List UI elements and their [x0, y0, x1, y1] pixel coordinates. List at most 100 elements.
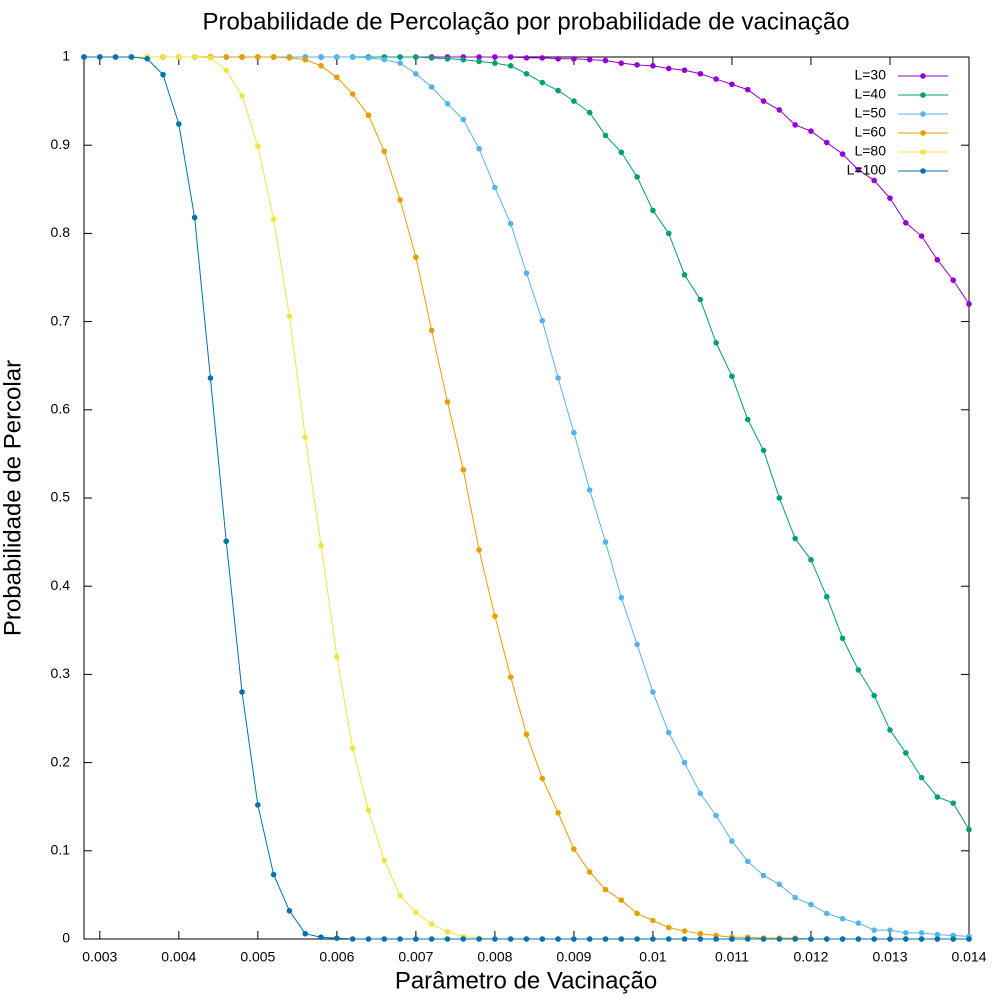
data-point [602, 57, 609, 64]
data-point [507, 936, 514, 942]
data-point [650, 917, 656, 924]
data-point [160, 54, 166, 60]
data-point [428, 936, 435, 942]
data-point [397, 197, 403, 203]
data-point [492, 54, 498, 60]
data-point [413, 909, 419, 916]
data-point [239, 54, 245, 60]
data-point [381, 148, 388, 155]
data-point [428, 921, 435, 927]
data-point [634, 641, 640, 648]
data-point [365, 55, 372, 61]
data-point [713, 76, 719, 82]
data-point [792, 894, 798, 901]
data-point [934, 936, 941, 942]
legend-label: L=60 [854, 124, 886, 140]
data-point [128, 54, 135, 60]
x-tick-label: 0.014 [951, 949, 986, 965]
data-point [286, 907, 293, 914]
data-point [507, 674, 514, 680]
data-point [871, 927, 877, 933]
data-point [571, 846, 577, 852]
data-point [318, 54, 324, 60]
y-tick-label: 0.7 [51, 312, 71, 328]
data-point [460, 466, 467, 473]
data-point [349, 936, 356, 942]
data-point [334, 74, 340, 81]
data-point [681, 759, 688, 766]
data-point [602, 936, 609, 942]
data-point [744, 86, 751, 93]
data-point [349, 54, 356, 60]
data-point [776, 936, 783, 942]
data-point [539, 55, 546, 61]
data-point [618, 60, 625, 66]
data-point [887, 195, 893, 201]
data-point [634, 174, 640, 180]
data-point [776, 495, 783, 501]
data-point [318, 542, 324, 549]
data-point [81, 54, 87, 60]
data-point [966, 826, 972, 833]
y-tick-label: 0.1 [51, 842, 71, 858]
data-point [808, 901, 814, 908]
data-point [460, 936, 467, 942]
data-point [555, 810, 561, 816]
data-point [697, 296, 704, 303]
legend-marker [920, 111, 926, 117]
data-point [492, 613, 498, 619]
data-point [302, 56, 309, 63]
data-point [270, 216, 277, 223]
data-point [902, 930, 909, 936]
data-point [729, 373, 735, 380]
data-point [444, 936, 451, 942]
data-point [207, 55, 214, 61]
y-tick-label: 0 [62, 930, 70, 946]
data-point [855, 920, 862, 926]
x-tick-label: 0.003 [82, 949, 117, 965]
data-point [539, 79, 546, 86]
data-point [539, 936, 546, 942]
data-point [223, 54, 230, 60]
y-tick-label: 0.3 [51, 665, 71, 681]
data-point [191, 54, 198, 60]
data-point [934, 794, 941, 800]
x-axis-label: Parâmetro de Vacinação [395, 967, 657, 994]
data-point [334, 653, 340, 660]
data-point [476, 145, 482, 152]
legend-marker [920, 149, 926, 155]
data-point [823, 910, 830, 917]
data-point [523, 70, 530, 77]
data-point [586, 109, 593, 116]
data-point [918, 233, 925, 239]
data-point [523, 270, 530, 276]
data-point [760, 872, 767, 879]
data-point [776, 881, 783, 888]
data-point [397, 60, 403, 66]
data-point [618, 594, 625, 601]
data-point [586, 487, 593, 493]
data-point [586, 56, 593, 63]
y-tick-label: 0.2 [51, 753, 71, 769]
data-point [507, 220, 514, 227]
data-point [397, 892, 403, 899]
data-point [318, 63, 324, 69]
data-point [286, 313, 293, 320]
data-point [950, 800, 956, 806]
data-point [602, 132, 609, 139]
x-tick-label: 0.013 [872, 949, 907, 965]
data-point [618, 897, 625, 903]
data-point [602, 886, 609, 893]
data-point [934, 257, 941, 263]
data-point [571, 936, 577, 942]
data-point [713, 936, 719, 942]
y-tick-label: 1 [62, 48, 70, 64]
legend-label: L=80 [854, 143, 886, 159]
data-point [523, 731, 530, 738]
data-point [697, 790, 704, 797]
data-point [413, 254, 419, 261]
data-point [602, 539, 609, 545]
data-point [918, 936, 925, 942]
data-point [713, 339, 719, 346]
